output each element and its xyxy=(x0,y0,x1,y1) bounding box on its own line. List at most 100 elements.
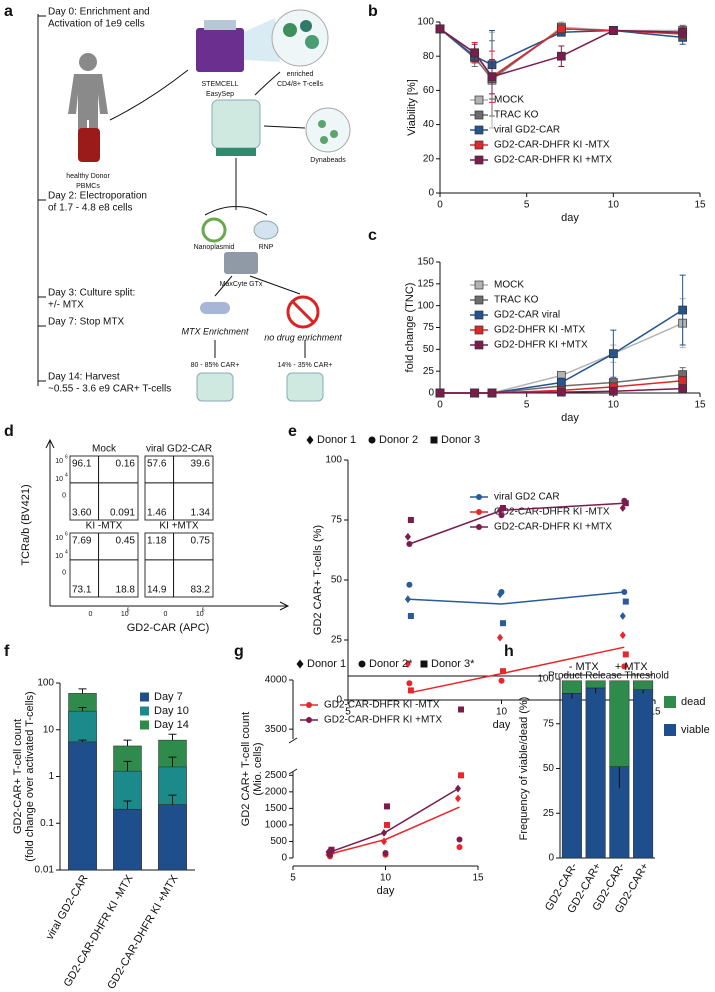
timeline-step: ~0.55 - 3.6 e9 CAR+ T-cells xyxy=(48,384,171,395)
y-tick-label: 0.01 xyxy=(35,865,55,876)
cells-circle xyxy=(271,9,329,67)
legend-swatch xyxy=(664,696,676,708)
cell xyxy=(305,35,319,49)
marker xyxy=(474,325,484,335)
marker xyxy=(474,95,484,105)
timeline-step: Day 0: Enrichment and xyxy=(48,7,150,18)
marker xyxy=(498,677,505,684)
series-line xyxy=(329,806,460,855)
marker xyxy=(619,612,626,620)
flow-tick: 10 xyxy=(55,535,63,542)
flow-tick: 10 xyxy=(196,611,204,618)
y-tick-label: 50 xyxy=(543,763,555,774)
bead xyxy=(320,136,328,144)
marker xyxy=(407,687,414,694)
diagram-label: EasySep xyxy=(206,91,234,98)
marker xyxy=(296,659,304,669)
timeline-step: Day 2: Electroporation xyxy=(48,191,147,202)
legend-swatch xyxy=(664,724,676,736)
marker xyxy=(406,680,413,687)
y-tick-label: 20 xyxy=(423,153,435,164)
marker xyxy=(498,589,505,595)
flow-tick: 10 xyxy=(121,611,129,618)
marker xyxy=(678,384,688,393)
legend-label: viral GD2-CAR xyxy=(494,125,560,136)
error-bar xyxy=(123,800,132,810)
flow-title: KI -MTX xyxy=(86,521,123,532)
legend-label: Day 7 xyxy=(154,691,183,703)
marker xyxy=(678,376,688,386)
y-tick-label: 0 xyxy=(548,853,554,864)
y-axis-label: (fold change over activated T-cells) xyxy=(24,691,36,861)
quadrant-value: 57.6 xyxy=(147,459,167,470)
marker xyxy=(381,828,387,837)
flow-tick: 4 xyxy=(65,472,68,478)
flow-tick: 0 xyxy=(62,570,66,577)
bioreactor-base xyxy=(216,148,256,156)
timeline-step: Day 7: Stop MTX xyxy=(48,317,124,328)
error-bar xyxy=(123,739,132,746)
y-tick-label: 150 xyxy=(417,257,434,268)
flow-tick: 6 xyxy=(65,531,68,537)
marker xyxy=(556,24,566,34)
panel-label: g xyxy=(234,643,244,660)
y-tick-label: 100 xyxy=(417,300,434,311)
y-arrow xyxy=(45,438,55,606)
y-tick-label: 125 xyxy=(417,278,434,289)
legend-label: viral GD2 CAR xyxy=(494,492,560,503)
flow-tick: 0 xyxy=(62,493,66,500)
marker xyxy=(622,651,629,658)
flow-title: KI +MTX xyxy=(159,521,199,532)
cell xyxy=(283,23,297,37)
error-bar xyxy=(168,756,177,767)
timeline-step: +/- MTX xyxy=(48,300,84,311)
y-tick-label: 1500 xyxy=(265,803,288,814)
y-tick-label: 3500 xyxy=(265,724,288,735)
y-tick-label: 1 xyxy=(48,771,54,782)
donor-legend-label: Donor 1 xyxy=(317,434,356,446)
diagram-label: healthy Donor xyxy=(66,173,110,180)
diagram-label: 14% - 35% CAR+ xyxy=(277,362,332,369)
marker xyxy=(621,663,628,670)
legend-label: viable xyxy=(681,724,710,736)
group-label: + MTX xyxy=(615,661,648,673)
y-tick-label: 0 xyxy=(336,695,342,706)
y-tick-label: 50 xyxy=(331,575,343,586)
marker xyxy=(384,821,390,828)
axis-break xyxy=(288,737,298,775)
x-tick-label: 10 xyxy=(608,400,620,411)
legend-label: GD2-DHFR KI +MTX xyxy=(494,340,588,351)
box-cap xyxy=(204,20,236,30)
marker xyxy=(608,26,618,35)
flow-frame xyxy=(69,455,139,521)
x-axis-label: day xyxy=(377,885,395,897)
arrow xyxy=(214,275,301,297)
error-bar xyxy=(78,706,87,712)
donor-legend-label: Donor 2 xyxy=(379,434,418,446)
y-axis-label: (Mio. cells) xyxy=(252,742,264,795)
donor-icon xyxy=(79,53,97,71)
diagram-label: STEMCELL xyxy=(202,81,239,88)
bar xyxy=(561,680,582,694)
y-tick-label: 60 xyxy=(423,85,435,96)
diagram-label: CD4/8+ T-cells xyxy=(277,81,323,88)
y-tick-label: 0 xyxy=(281,853,287,864)
legend-label: GD2-CAR-DHFR KI -MTX xyxy=(494,140,610,151)
legend-label: Day 14 xyxy=(154,719,189,731)
quadrant-value: 0.45 xyxy=(116,536,136,547)
legend-label: MOCK xyxy=(494,95,524,106)
marker xyxy=(474,295,484,305)
cell xyxy=(300,20,312,32)
quadrant-value: 83.2 xyxy=(191,585,211,596)
marker xyxy=(556,51,566,61)
x-arrow xyxy=(50,601,290,611)
marker xyxy=(455,794,461,803)
y-tick-label: 25 xyxy=(423,366,435,377)
legend-label: dead xyxy=(681,696,705,708)
quadrant-value: 96.1 xyxy=(72,459,92,470)
bar xyxy=(633,680,654,690)
easysep-box xyxy=(196,28,244,72)
x-tick-label: 10 xyxy=(496,707,508,718)
legend-label: GD2-CAR-DHFR KI -MTX xyxy=(324,700,440,711)
diagram-label: Nanoplasmid xyxy=(194,244,235,251)
